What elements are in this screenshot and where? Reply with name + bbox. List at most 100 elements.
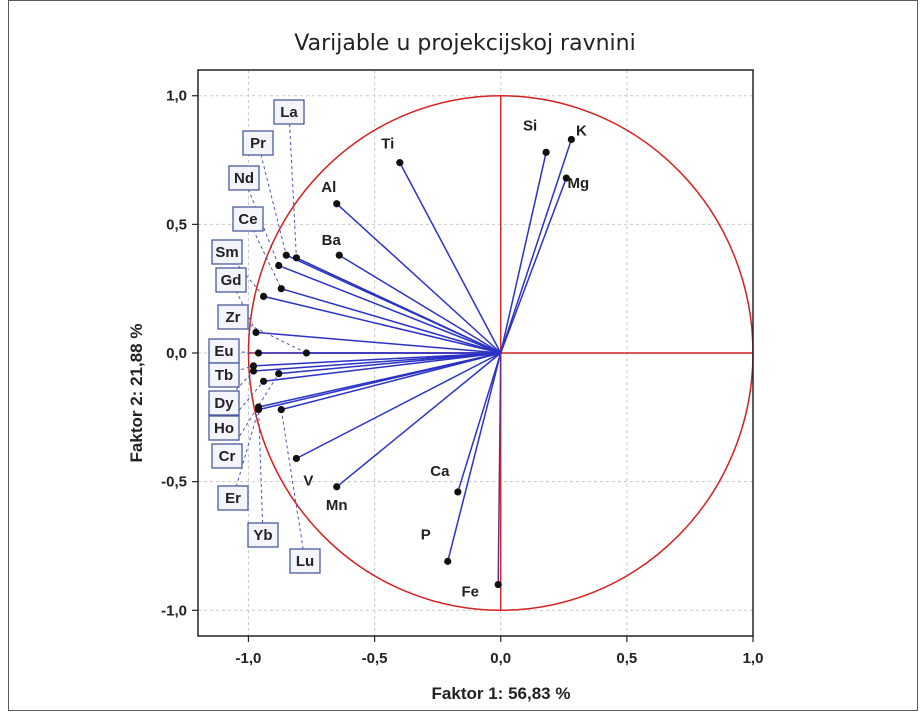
point-lu (277, 406, 285, 414)
vector-mg (500, 177, 568, 354)
y-tick-label: 0,0 (166, 345, 187, 362)
leader-tb (223, 365, 254, 376)
label-box-pr (242, 130, 274, 156)
point-gd (252, 328, 260, 337)
point-ti (396, 159, 404, 167)
point-mg (562, 174, 570, 182)
y-tick-label: 0,5 (166, 216, 187, 233)
label-er: Er (225, 490, 241, 507)
label-cr: Cr (219, 448, 236, 465)
label-box-ce (232, 206, 264, 232)
label-ho: Ho (214, 420, 234, 437)
x-tick-label: 0,0 (490, 650, 511, 667)
label-box-lu (289, 548, 321, 574)
vector-tb (253, 352, 501, 367)
point-dy (249, 367, 258, 375)
label-ti: Ti (381, 136, 394, 153)
label-la: La (280, 104, 298, 121)
label-fe: Fe (461, 584, 479, 601)
x-tick-label: -1,0 (236, 650, 262, 667)
label-box-zr (217, 304, 249, 330)
x-tick-label: 1,0 (743, 650, 764, 667)
point-mn (333, 483, 341, 491)
point-la (292, 254, 300, 262)
point-al (333, 200, 341, 208)
label-v: V (303, 472, 313, 489)
data-points (249, 135, 575, 589)
y-tick-label: -1,0 (161, 602, 187, 619)
leader-pr (257, 142, 287, 256)
vector-mn (336, 352, 502, 488)
vector-yb (258, 352, 501, 408)
leader-lu (280, 409, 306, 562)
label-ce: Ce (238, 211, 257, 228)
vector-pr (285, 254, 502, 354)
vector-v (296, 352, 502, 460)
label-ca: Ca (430, 463, 450, 480)
label-box-sm (211, 239, 243, 265)
label-al: Al (321, 179, 336, 196)
leader-nd (243, 177, 280, 266)
label-box-la (273, 99, 305, 125)
y-axis-label: Faktor 2: 21,88 % (127, 324, 146, 463)
vector-fe (497, 352, 502, 585)
point-pr (282, 251, 290, 259)
leader-ho (223, 380, 264, 429)
label-k: K (576, 122, 587, 139)
point-ba (335, 251, 343, 259)
point-k (567, 135, 575, 144)
x-tick-label: 0,5 (616, 650, 637, 667)
y-tick-label: -0,5 (161, 474, 187, 491)
label-nd: Nd (234, 170, 254, 187)
point-ca (454, 488, 462, 496)
label-ba: Ba (322, 232, 342, 249)
label-lu: Lu (296, 553, 314, 570)
point-nd (275, 261, 283, 270)
vector-al (336, 203, 502, 354)
point-p (444, 557, 452, 565)
point-ce (277, 285, 285, 293)
label-box-gd (215, 267, 247, 293)
label-mn: Mn (326, 497, 348, 514)
vector-gd (255, 331, 501, 354)
vector-nd (278, 264, 502, 354)
point-si (542, 148, 550, 156)
label-box-tb (208, 362, 240, 388)
point-v (292, 454, 300, 463)
vector-p (447, 352, 502, 562)
point-yb (254, 403, 263, 411)
point-eu (254, 349, 263, 357)
leader-la (288, 111, 297, 258)
label-p: P (421, 526, 431, 543)
point-tb (249, 362, 258, 370)
point-sm (259, 292, 268, 300)
vector-cr (278, 352, 501, 375)
label-gd: Gd (221, 272, 242, 289)
label-eu: Eu (214, 343, 233, 360)
point-cr (275, 369, 283, 378)
vector-ce (281, 287, 501, 354)
vector-dy (253, 352, 501, 372)
point-ho (259, 377, 268, 385)
x-axis-label: Faktor 1: 56,83 % (432, 684, 571, 703)
figure-frame: Varijable u projekcijskoj ravnini Si K Mg T… (8, 0, 918, 711)
pca-correlation-circle-chart: Varijable u projekcijskoj ravnini Si K Mg T… (127, 31, 763, 703)
leader-gd (230, 279, 257, 333)
vector-ba (338, 254, 502, 354)
point-zr (302, 349, 311, 357)
label-si: Si (523, 117, 537, 134)
label-box-dy (208, 390, 240, 416)
vector-lu (281, 352, 501, 411)
label-yb: Yb (253, 527, 272, 544)
vector-si (499, 152, 547, 354)
label-sm: Sm (215, 244, 238, 261)
label-box-yb (247, 522, 279, 548)
point-fe (494, 580, 502, 589)
y-tick-label: 1,0 (166, 88, 187, 105)
chart-title: Varijable u projekcijskoj ravnini (294, 31, 635, 56)
label-pr: Pr (250, 135, 266, 152)
vector-lines (253, 139, 573, 585)
axis-ticks: -1,0 -0,5 0,0 0,5 1,0 1,0 0,5 0,0 -0,5 -1,0 (161, 88, 763, 667)
vector-ho (263, 352, 501, 383)
